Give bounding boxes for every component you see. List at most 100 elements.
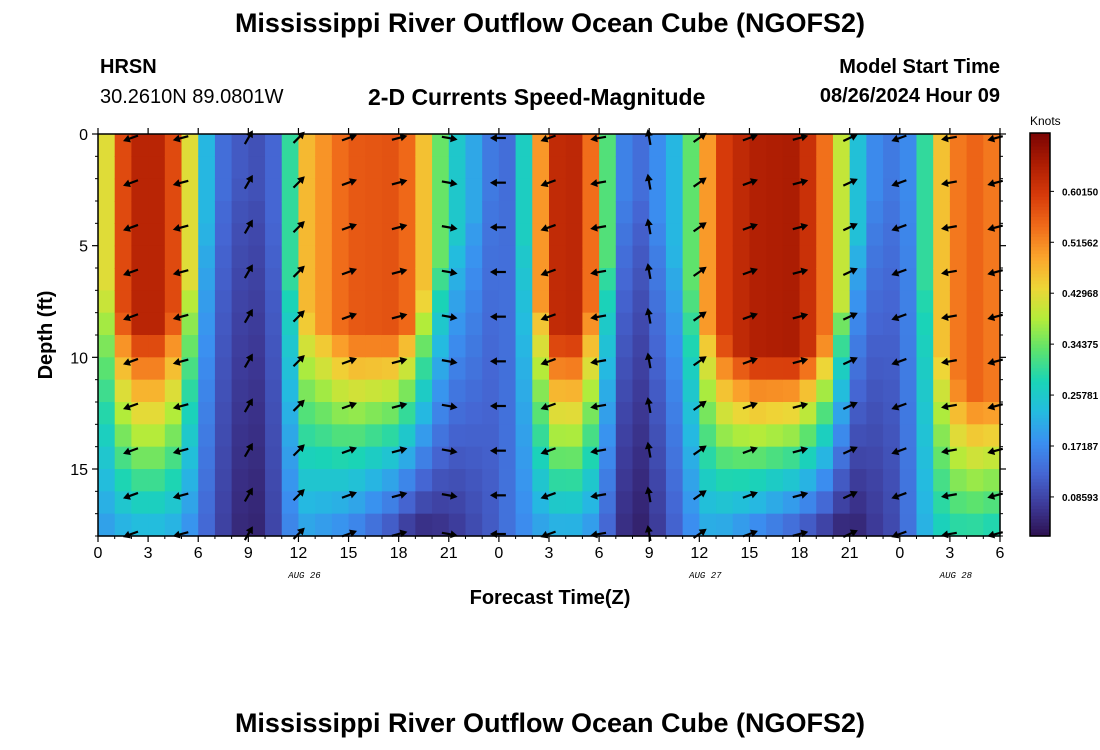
heatmap-cell — [231, 290, 249, 314]
heatmap-cell — [649, 424, 667, 448]
heatmap-cell — [331, 491, 350, 515]
heatmap-cell — [849, 491, 867, 515]
heatmap-cell — [883, 446, 901, 470]
heatmap-cell — [265, 513, 283, 537]
heatmap-cell — [365, 290, 383, 314]
vector-arrow-head — [123, 358, 131, 366]
heatmap-cell — [348, 290, 366, 314]
heatmap-cell — [582, 335, 600, 358]
heatmap-cell — [448, 513, 467, 537]
heatmap-cell — [716, 335, 734, 358]
vector-arrow-head — [750, 133, 758, 142]
heatmap-cell — [298, 201, 316, 224]
heatmap-cell — [248, 402, 266, 425]
vector-arrow-head — [750, 401, 758, 410]
heatmap-cell — [131, 402, 149, 425]
heatmap-cell — [866, 446, 884, 470]
heatmap-cell — [565, 156, 583, 180]
heatmap-cell — [231, 402, 249, 425]
heatmap-cell — [231, 156, 249, 180]
heatmap-cell — [966, 335, 984, 358]
heatmap-cell — [883, 134, 901, 157]
heatmap-cell — [432, 201, 450, 224]
heatmap-cell — [164, 335, 183, 358]
vector-arrow-head — [849, 267, 858, 275]
heatmap-cell — [114, 312, 132, 336]
heatmap-cell — [415, 156, 433, 180]
colorbar-swatch — [1030, 149, 1050, 154]
x-tick-label: 21 — [841, 545, 859, 562]
heatmap-cell — [465, 245, 483, 269]
heatmap-cell — [532, 357, 550, 381]
colorbar-swatch — [1030, 327, 1050, 332]
vector-arrow-head — [172, 313, 181, 321]
vector-arrow-head — [800, 223, 809, 231]
heatmap-cell — [832, 290, 851, 314]
heatmap-cell — [198, 223, 216, 247]
heatmap-cell — [649, 156, 667, 180]
heatmap-cell — [98, 469, 116, 492]
heatmap-cell — [933, 379, 951, 403]
heatmap-cell — [365, 357, 383, 381]
heatmap-cell — [131, 178, 149, 202]
vector-arrow-head — [123, 224, 131, 232]
vector-arrow-head — [123, 402, 131, 411]
vector-arrow-head — [590, 491, 598, 500]
heatmap-cell — [532, 223, 550, 247]
heatmap-cell — [716, 424, 734, 448]
heatmap-cell — [465, 312, 483, 336]
y-axis-label: Depth (ft) — [35, 291, 57, 380]
heatmap-cell — [181, 245, 199, 269]
heatmap-cell — [899, 424, 918, 448]
vector-arrow-head — [849, 178, 858, 186]
heatmap-cell — [231, 469, 249, 492]
heatmap-cell — [498, 201, 517, 224]
heatmap-cell — [549, 424, 567, 448]
heatmap-cell — [532, 513, 550, 537]
heatmap-cell — [832, 156, 851, 180]
colorbar-swatch — [1030, 495, 1050, 500]
heatmap-cell — [949, 156, 968, 180]
heatmap-cell — [214, 290, 233, 314]
heatmap-cell — [983, 513, 1001, 537]
heatmap-cell — [699, 134, 717, 157]
heatmap-cell — [782, 469, 801, 492]
day-label: AUG 28 — [939, 571, 973, 581]
heatmap-cell — [599, 424, 617, 448]
colorbar-swatch — [1030, 257, 1050, 262]
heatmap-cell — [916, 402, 934, 425]
heatmap-cell — [248, 335, 266, 358]
heatmap-cell — [365, 312, 383, 336]
heatmap-cell — [632, 312, 650, 336]
heatmap-cell — [665, 223, 684, 247]
colorbar-swatch — [1030, 468, 1050, 473]
heatmap-cell — [632, 156, 650, 180]
colorbar-swatch — [1030, 529, 1050, 534]
heatmap-cell — [916, 156, 934, 180]
colorbar-swatch — [1030, 203, 1050, 208]
x-tick-label: 0 — [494, 545, 503, 562]
heatmap-cell — [883, 290, 901, 314]
heatmap-cell — [983, 223, 1001, 247]
colorbar-swatch — [1030, 398, 1050, 403]
heatmap-cell — [532, 424, 550, 448]
colorbar-swatch — [1030, 525, 1050, 530]
heatmap-cell — [114, 379, 132, 403]
heatmap-cell — [432, 379, 450, 403]
vector-arrow-head — [297, 399, 305, 408]
vector-arrow-head — [450, 313, 458, 321]
vector-arrow-head — [540, 402, 549, 411]
heatmap-cell — [298, 446, 316, 470]
heatmap-cell — [766, 268, 784, 291]
heatmap-cell — [649, 379, 667, 403]
colorbar-swatch — [1030, 408, 1050, 413]
heatmap-cell — [615, 357, 634, 381]
heatmap-cell — [365, 402, 383, 425]
vector-arrow-head — [800, 312, 809, 320]
heatmap-cell — [749, 156, 767, 180]
heatmap-cell — [816, 379, 834, 403]
heatmap-cell — [148, 201, 166, 224]
heatmap-cell — [883, 469, 901, 492]
vector-arrow-head — [800, 401, 809, 410]
heatmap-cell — [699, 312, 717, 336]
